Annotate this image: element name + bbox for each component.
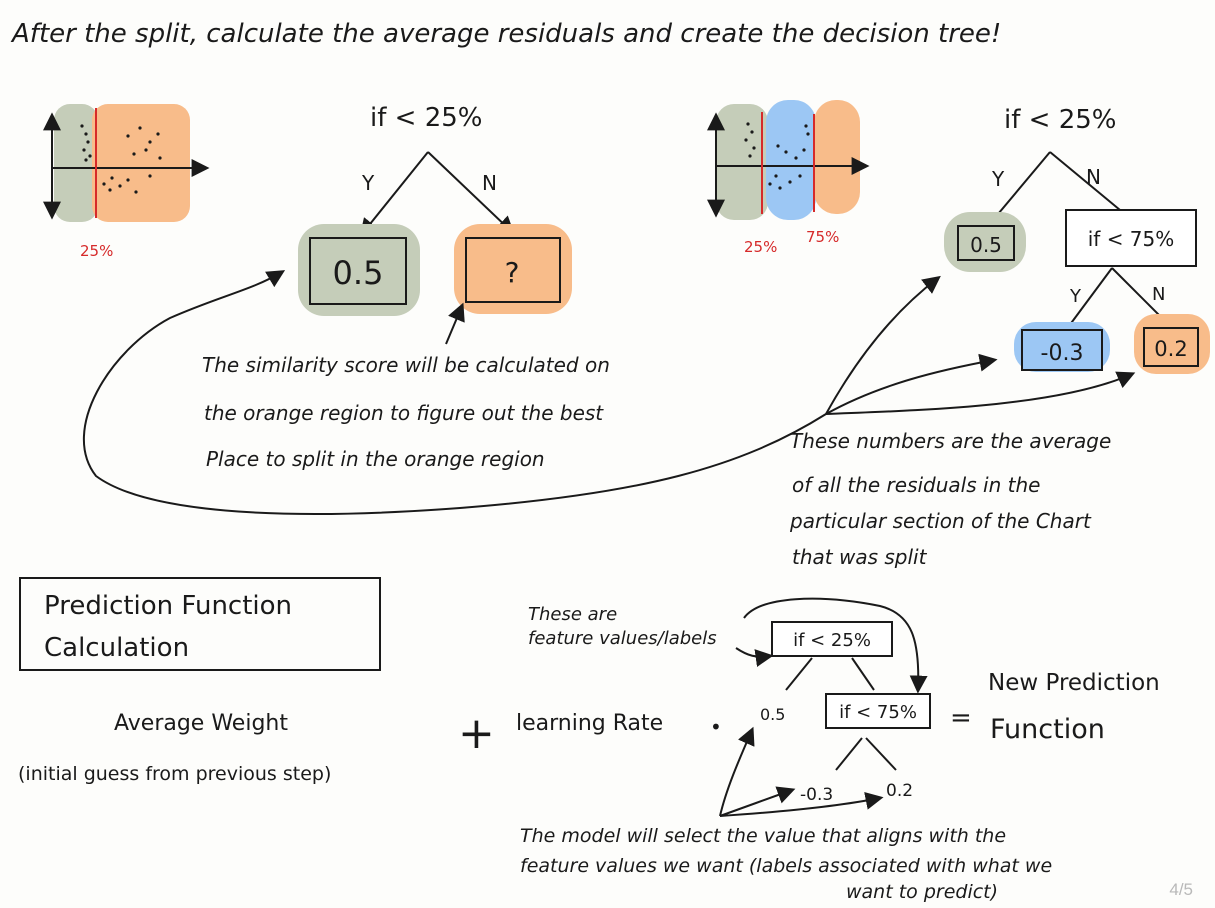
formula-sub-right-value: 0.2: [886, 781, 913, 801]
learning-rate-label: learning Rate: [516, 711, 663, 736]
feature-note-arrow-to-root: [735, 647, 774, 667]
left-note: The similarity score will be calculated …: [202, 302, 610, 471]
right-split-label-1: 25%: [744, 238, 777, 256]
right-sub-condition: if < 75%: [1088, 227, 1175, 251]
arrow-to-left-yes-value: [83, 270, 827, 515]
equals-sign: =: [950, 703, 972, 733]
right-sub-yes-value: -0.3: [1041, 341, 1084, 366]
left-green-region: [54, 104, 98, 222]
select-arrow-to-sub-right-value: [719, 791, 884, 817]
left-tree: if < 25% Y N 0.5 ?: [298, 103, 572, 316]
right-sub-yes-box: [1021, 329, 1103, 371]
left-tree-branch-yes: [359, 151, 429, 237]
right-yes-value: 0.5: [970, 233, 1002, 257]
average-weight-note: (initial guess from previous step): [18, 763, 331, 785]
right-tree-no-label: N: [1086, 165, 1101, 189]
select-arrows: [719, 726, 884, 817]
formula-branch-right: [851, 657, 875, 691]
multiply-dot: •: [710, 715, 722, 739]
left-no-value: ?: [505, 256, 520, 289]
right-scatter-points: [744, 122, 810, 190]
left-orange-region: [92, 104, 190, 222]
left-tree-condition: if < 25%: [370, 103, 482, 133]
right-note: These numbers are the average of all the…: [789, 429, 1111, 569]
select-arrow-to-sub-left-value: [719, 786, 796, 817]
arrow-to-right-sub-no-value: [825, 371, 1136, 415]
left-tree-yes-label: Y: [361, 171, 375, 195]
right-note-line-3: particular section of the Chart: [789, 509, 1092, 533]
left-yes-value: 0.5: [333, 254, 384, 292]
feature-note-arrow-to-subnode: [743, 597, 928, 694]
formula-sub-branch-right: [865, 737, 897, 771]
formula-branch-left: [785, 657, 813, 691]
left-note-line-3: Place to split in the orange region: [206, 447, 545, 471]
feature-note-line-1: These are: [528, 604, 617, 625]
left-note-arrow: [445, 302, 465, 345]
formula-sub-left-value: -0.3: [800, 785, 833, 805]
right-note-line-4: that was split: [792, 545, 928, 569]
prediction-box-title-line-1: Prediction Function: [44, 591, 292, 621]
formula-left-value: 0.5: [760, 705, 785, 724]
left-no-box: [465, 237, 561, 303]
right-sub-branch-yes: [1065, 267, 1113, 331]
right-note-line-1: These numbers are the average: [790, 429, 1111, 453]
right-split-label-2: 75%: [806, 228, 839, 246]
plus-sign: +: [458, 708, 495, 759]
formula-root-box: [771, 621, 893, 657]
prediction-box: Prediction Function Calculation: [19, 577, 381, 671]
prediction-box-title-line-2: Calculation: [44, 633, 189, 663]
result-line-2: Function: [990, 714, 1105, 745]
right-blue-region: [766, 100, 816, 220]
right-yes-box: [957, 225, 1015, 261]
left-split-label: 25%: [80, 242, 113, 260]
right-note-line-2: of all the residuals in the: [792, 473, 1040, 497]
result-line-1: New Prediction: [988, 670, 1160, 696]
right-orange-region: [814, 100, 860, 214]
page-title: After the split, calculate the average r…: [10, 19, 1001, 49]
prediction-formula: Average Weight (initial guess from previ…: [18, 597, 1160, 903]
arrow-to-right-yes-value: [825, 275, 941, 415]
average-weight-label: Average Weight: [114, 711, 288, 736]
left-note-line-2: the orange region to figure out the best: [204, 401, 604, 425]
right-sub-condition-box: [1065, 209, 1197, 267]
feature-note-line-2: feature values/labels: [528, 628, 717, 649]
right-tree-condition: if < 25%: [1004, 105, 1116, 135]
page-indicator: 4/5: [1169, 880, 1193, 899]
formula-sub-branch-left: [835, 737, 863, 771]
formula-sub-box: [825, 693, 931, 729]
right-tree: if < 25% Y N 0.5 if < 75% Y N -0.3 0.2: [944, 105, 1210, 374]
left-scatter-plot: 25%: [43, 104, 210, 260]
select-note-line-3: want to predict): [846, 881, 998, 903]
right-tree-yes-label: Y: [991, 167, 1005, 191]
select-arrow-to-left-value: [719, 726, 755, 817]
right-green-region: [716, 104, 768, 220]
select-note-line-2: feature values we want (labels associate…: [520, 855, 1052, 877]
left-yes-box: [309, 237, 407, 305]
left-scatter-points: [80, 124, 162, 194]
right-sub-yes-label: Y: [1069, 286, 1082, 307]
right-sub-no-label: N: [1152, 284, 1165, 305]
formula-root-condition: if < 25%: [793, 630, 871, 651]
left-tree-no-label: N: [482, 171, 497, 195]
select-note-line-1: The model will select the value that ali…: [520, 825, 1006, 847]
right-sub-no-value: 0.2: [1154, 337, 1187, 361]
prediction-box-frame: [19, 577, 381, 671]
formula-sub-condition: if < 75%: [839, 702, 917, 723]
arrow-to-right-sub-yes-value: [825, 353, 998, 415]
right-sub-no-box: [1143, 327, 1199, 367]
connecting-arrows: [83, 270, 1136, 515]
right-tree-branch-no: [1049, 151, 1121, 211]
left-tree-branch-no: [427, 151, 515, 235]
left-note-line-1: The similarity score will be calculated …: [202, 353, 610, 377]
right-scatter-plot: 25% 75%: [707, 100, 870, 256]
